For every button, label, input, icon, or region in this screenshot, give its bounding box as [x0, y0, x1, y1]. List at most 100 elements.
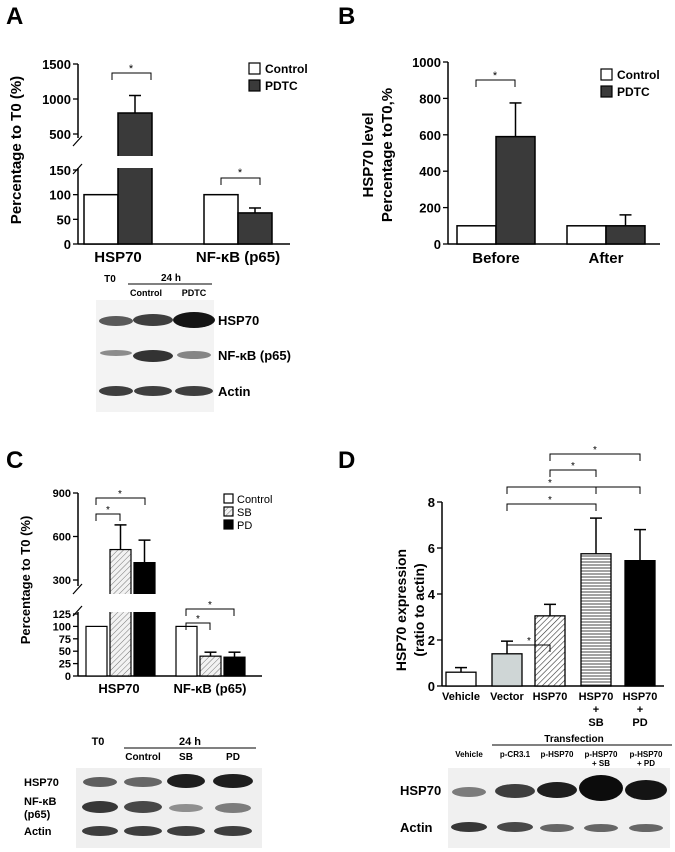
panel-c-bar-nf-b-p65-sb: [199, 655, 222, 677]
panel-c-bar-hsp70-sb: [109, 548, 132, 677]
panel-a-legend-control: Control: [265, 62, 308, 76]
panel-b-legend-pdtc-swatch: [600, 85, 613, 98]
panel-a-tick-label: 1500: [42, 57, 71, 72]
panel-d-x-label-hsp70-sb: HSP70: [579, 691, 614, 703]
panel-a: A Percentage to T0 (%) 0 50 100 150 500 1000 1…: [6, 3, 308, 412]
panel-a-letter: A: [6, 3, 23, 30]
panel-d-bar-hsp70-sb: [580, 553, 612, 687]
panel-d-blot-lane-3: + SB: [592, 759, 610, 768]
panel-d-blot-image: [448, 768, 670, 848]
panel-b-letter: B: [338, 3, 355, 30]
panel-a-blot-label-hsp70: HSP70: [218, 313, 259, 328]
panel-d-bars: [445, 517, 656, 687]
panel-a-bar-hsp70-pdtc: [117, 112, 153, 245]
panel-c-tick-label: 50: [59, 646, 71, 658]
panel-c-tick-label: 900: [53, 488, 71, 500]
panel-c-blot-label-nfkb: NF-κB: [24, 796, 56, 808]
panel-d-letter: D: [338, 447, 355, 474]
panel-a-tick-label: 50: [57, 212, 71, 227]
panel-c-blot-lane-sb: SB: [179, 752, 193, 763]
panel-b-bar-before-control: [456, 225, 497, 245]
panel-d-blot-lane-4: + PD: [637, 759, 655, 768]
panel-a-blot-group: 24 h: [161, 273, 181, 284]
panel-a-sig-bracket-2: [220, 177, 261, 185]
panel-b-tick-label: 1000: [412, 55, 441, 70]
panel-d-sig-star-2: *: [548, 495, 552, 506]
panel-b-sig-bracket: [475, 79, 516, 87]
panel-d-tick-label: 8: [428, 495, 435, 510]
panel-d-blot-lane-3: p-HSP70: [585, 750, 618, 759]
panel-a-bars: [83, 94, 273, 245]
panel-c-bar-hsp70-control: [85, 625, 108, 677]
panel-d-blot-lanes: Vehicle p-CR3.1 p-HSP70 p-HSP70+ SBp-HSP70+…: [455, 750, 663, 768]
panel-c-x-label-nfkb: NF-κB (p65): [174, 681, 247, 696]
panel-a-blot-bands: [99, 312, 215, 396]
panel-c-axis-break: [72, 583, 83, 617]
panel-c-sig-star-3: *: [208, 600, 212, 611]
panel-d-sig-star-1: *: [527, 636, 531, 647]
panel-c-legend-pd-swatch: [223, 519, 234, 530]
panel-c-sig-bracket-3: [185, 608, 235, 616]
panel-c-tick-label: 25: [59, 659, 71, 671]
panel-b: B HSP70 level Percentage toT0,% 0 200 400 6…: [338, 3, 660, 267]
panel-d-x-label-vehicle: Vehicle: [442, 691, 480, 703]
panel-a-tick-label: 500: [49, 127, 71, 142]
panel-a-tick-label: 1000: [42, 92, 71, 107]
panel-a-x-label-hsp70: HSP70: [94, 249, 142, 266]
panel-c-tick-label: 125: [53, 609, 71, 621]
panel-b-x-label-before: Before: [472, 250, 520, 267]
panel-d-sig-bracket-5: [549, 469, 597, 477]
panel-c-blot-group: 24 h: [179, 736, 201, 748]
panel-c-blot-lane-pd: PD: [226, 752, 240, 763]
panel-d-ylabel-line2: (ratio to actin): [411, 563, 427, 656]
panel-c-ylabel: Percentage to T0 (%): [18, 516, 33, 645]
panel-d-blot-label-actin: Actin: [400, 820, 433, 835]
panel-a-tick-label: 100: [49, 188, 71, 203]
panel-d-x-label-hsp70-sb: SB: [588, 717, 603, 729]
panel-c-x-label-hsp70: HSP70: [98, 681, 139, 696]
panel-a-ylabel: Percentage to T0 (%): [8, 76, 25, 224]
panel-d-tick-label: 2: [428, 633, 435, 648]
panel-a-blot-label-actin: Actin: [218, 384, 251, 399]
panel-b-legend-pdtc: PDTC: [617, 85, 650, 99]
panel-c-blot-label-hsp70: HSP70: [24, 777, 59, 789]
panel-c-sig-star-4: *: [196, 614, 200, 625]
panel-b-tick-label: 200: [419, 201, 441, 216]
panel-c-sig-star-1: *: [118, 489, 122, 500]
panel-b-ylabel-line1: HSP70 level: [360, 112, 377, 197]
panel-c-sig-bracket-1: [95, 497, 146, 505]
panel-a-blot-lane-control: Control: [130, 288, 162, 298]
panel-c-bar-nf-b-p65-pd: [223, 656, 246, 677]
panel-c-bar-nf-b-p65-control: [175, 625, 198, 677]
panel-d-x-label-hsp70-pd: +: [637, 704, 643, 716]
panel-a-legend-pdtc: PDTC: [265, 79, 298, 93]
panel-a-blot-t0: T0: [104, 274, 116, 285]
panel-b-bar-before-pdtc: [495, 135, 536, 245]
panel-b-bars: [456, 102, 646, 245]
panel-c-blot-t0: T0: [92, 736, 105, 748]
panel-a-bar-nf-b-p65-pdtc: [237, 212, 273, 245]
panel-d-tick-label: 6: [428, 541, 435, 556]
panel-c-sig-bracket-4: [185, 622, 211, 630]
panel-d-sig-bracket-2: [506, 503, 597, 511]
panel-c-blot-bands: [82, 774, 253, 836]
panel-b-tick-label: 0: [434, 237, 441, 252]
panel-a-legend-control-swatch: [248, 62, 261, 75]
panel-c-blot-lane-control: Control: [125, 752, 161, 763]
panel-d-tick-label: 0: [428, 679, 435, 694]
panel-c-sig-star-2: *: [106, 505, 110, 516]
panel-c-tick-label: 75: [59, 634, 71, 646]
panel-d-x-label-hsp70: HSP70: [533, 691, 568, 703]
panel-b-bar-after-control: [566, 225, 607, 245]
panel-d-blot-lane-2: p-HSP70: [541, 750, 574, 759]
panel-d-blot-bands: [451, 775, 667, 832]
panel-d-sig-bracket-8: [549, 453, 641, 461]
panel-d-x-label-hsp70-pd: PD: [632, 717, 647, 729]
panel-a-tick-label: 0: [64, 237, 71, 252]
panel-c-legend-control: Control: [237, 494, 272, 506]
panel-a-bar-gap: [117, 156, 154, 168]
panel-d-blot-group: Transfection: [544, 734, 603, 745]
panel-a-tick-label: 150: [49, 163, 71, 178]
